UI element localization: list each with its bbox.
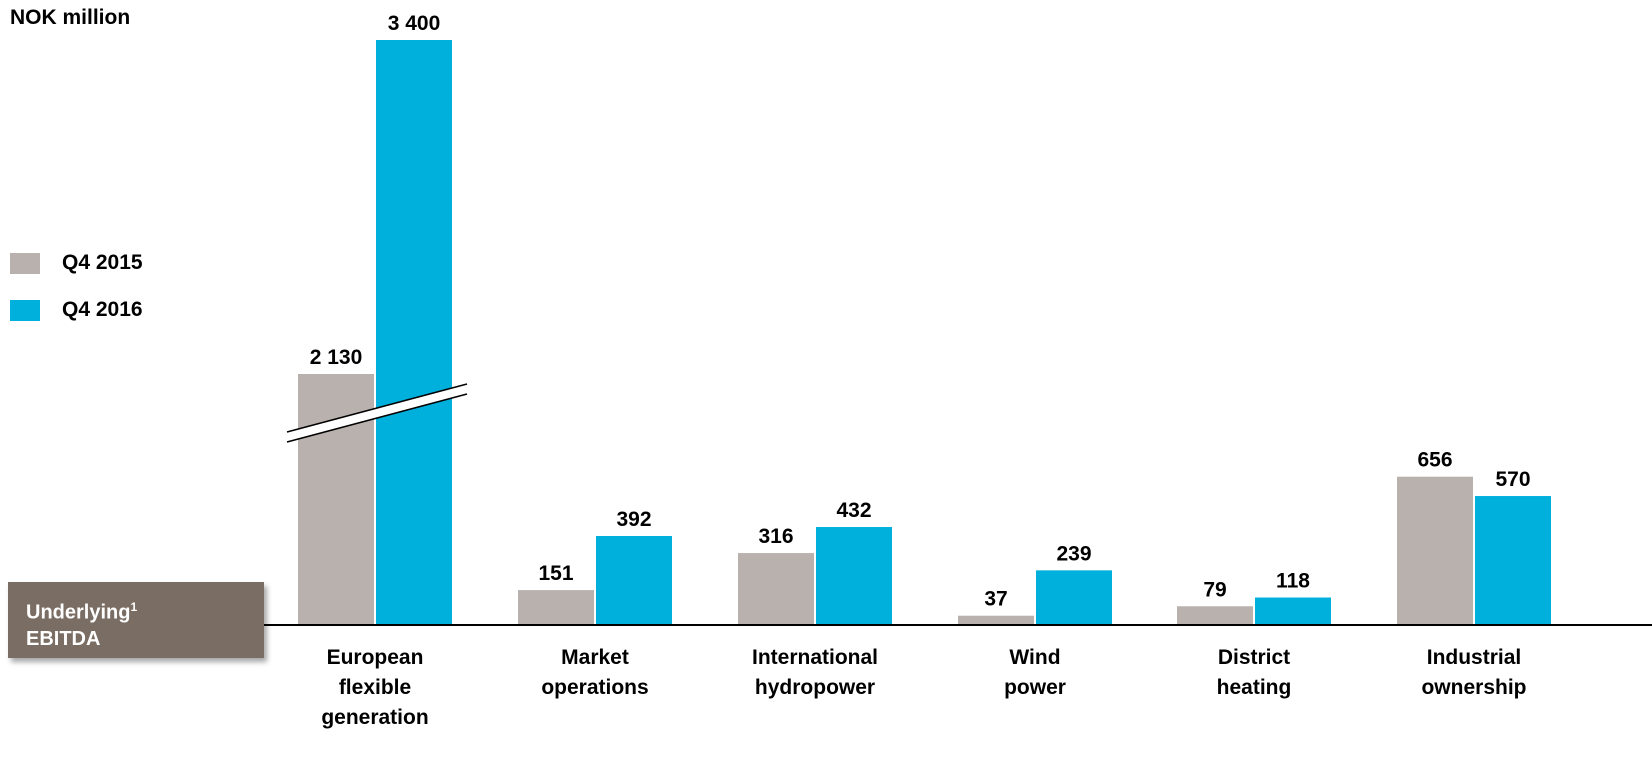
bar-2-series-0 [738, 553, 814, 624]
badge-footnote-marker: 1 [130, 600, 138, 614]
data-label-1-series-1: 392 [616, 508, 651, 531]
category-label-2-line-1: hydropower [755, 676, 875, 699]
data-label-2-series-1: 432 [836, 499, 871, 522]
legend-swatch-q4-2016 [10, 299, 40, 321]
data-label-2-series-0: 316 [758, 525, 793, 548]
data-label-3-series-0: 37 [984, 588, 1007, 611]
legend-swatch-q4-2015 [10, 252, 40, 274]
bar-5-series-0 [1397, 476, 1473, 624]
category-label-5-line-0: Industrial [1427, 646, 1522, 669]
legend-label-q4-2016: Q4 2016 [62, 298, 143, 321]
data-label-4-series-0: 79 [1203, 578, 1226, 601]
category-label-0-line-1: flexible [339, 676, 411, 699]
legend-item-q4-2016: Q4 2016 [10, 298, 143, 322]
data-label-4-series-1: 118 [1276, 570, 1310, 593]
data-label-1-series-0: 151 [538, 562, 573, 585]
bar-4-series-0 [1177, 606, 1253, 624]
category-label-1-line-1: operations [541, 676, 648, 699]
category-label-3-line-0: Wind [1009, 646, 1060, 669]
bar-5-series-1 [1475, 496, 1551, 624]
legend-item-q4-2015: Q4 2015 [10, 251, 143, 275]
legend-label-q4-2015: Q4 2015 [62, 251, 143, 274]
bar-3-series-1 [1036, 570, 1112, 624]
axis-break-line-bottom [286, 393, 468, 443]
category-label-0-line-0: European [327, 646, 424, 669]
unit-label: NOK million [10, 6, 131, 29]
underlying-ebitda-badge: Underlying1 EBITDA [8, 582, 264, 658]
bar-1-series-0 [518, 590, 594, 624]
category-label-4-line-0: District [1218, 646, 1290, 669]
bar-3-series-0 [958, 615, 1034, 624]
category-label-1-line-0: Market [561, 646, 629, 669]
bar-0-series-1 [376, 40, 452, 624]
axis-break-line-top [286, 383, 468, 433]
category-label-3-line-1: power [1004, 676, 1066, 699]
category-label-0-line-2: generation [321, 706, 428, 729]
badge-line2: EBITDA [26, 627, 101, 650]
category-label-4-line-1: heating [1217, 676, 1292, 699]
data-label-3-series-1: 239 [1056, 542, 1091, 565]
bar-4-series-1 [1255, 597, 1331, 624]
category-label-2-line-0: International [752, 646, 878, 669]
badge-line1: Underlying [26, 601, 131, 624]
axis-break-gap [287, 384, 467, 442]
bar-1-series-1 [596, 535, 672, 624]
category-label-5-line-1: ownership [1421, 676, 1526, 699]
data-label-0-series-0: 2 130 [310, 346, 363, 369]
data-label-5-series-0: 656 [1417, 449, 1452, 472]
data-label-0-series-1: 3 400 [388, 12, 441, 35]
bar-2-series-1 [816, 527, 892, 624]
data-label-5-series-1: 570 [1495, 468, 1530, 491]
